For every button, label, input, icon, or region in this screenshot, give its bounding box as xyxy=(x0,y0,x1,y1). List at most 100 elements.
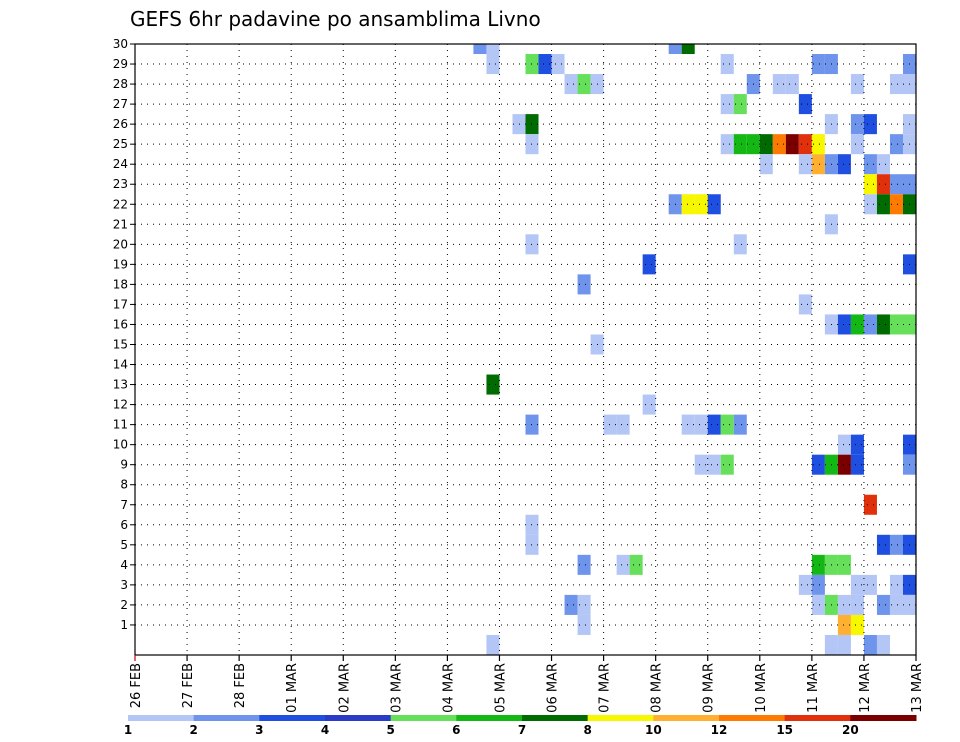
legend-label: 6 xyxy=(452,723,460,737)
y-tick-label: 23 xyxy=(113,177,128,191)
heatmap-cell xyxy=(863,314,877,335)
heatmap-cell xyxy=(850,314,864,335)
heatmap-cell xyxy=(733,234,747,255)
heatmap-cell xyxy=(772,74,786,95)
heatmap-cell xyxy=(564,594,578,615)
heatmap-cell xyxy=(837,634,851,655)
heatmap-cell xyxy=(811,574,825,595)
heatmap-cell xyxy=(759,134,773,155)
legend-swatch xyxy=(259,715,326,721)
y-tick-label: 30 xyxy=(113,37,128,51)
heatmap-cell xyxy=(850,114,864,135)
legend-label: 10 xyxy=(645,723,662,737)
heatmap-cell xyxy=(837,594,851,615)
heatmap-cell xyxy=(889,314,903,335)
heatmap-cell xyxy=(889,194,903,215)
heatmap-cells xyxy=(473,44,916,655)
x-tick-label: 27 FEB xyxy=(181,663,196,708)
heatmap-cell xyxy=(876,154,890,175)
y-tick-label: 26 xyxy=(113,117,128,131)
heatmap-cell xyxy=(863,494,877,515)
x-tick-label: 11 MAR xyxy=(806,663,821,713)
heatmap-cell xyxy=(538,54,552,75)
heatmap-cell xyxy=(837,614,851,635)
heatmap-cell xyxy=(759,154,773,175)
heatmap-cell xyxy=(564,74,578,95)
heatmap-cell xyxy=(785,134,799,155)
legend-swatch xyxy=(128,715,195,721)
heatmap-cell xyxy=(811,454,825,475)
y-tick-label: 28 xyxy=(113,77,128,91)
heatmap-cell xyxy=(876,174,890,195)
heatmap-cell xyxy=(577,274,591,295)
heatmap-cell xyxy=(798,574,812,595)
heatmap-cell xyxy=(681,414,695,435)
heatmap-cell xyxy=(551,54,565,75)
legend-swatch xyxy=(193,715,260,721)
heatmap-cell xyxy=(642,394,656,415)
y-tick-label: 21 xyxy=(113,217,128,231)
y-tick-label: 4 xyxy=(120,558,128,572)
x-tick-label: 07 MAR xyxy=(598,663,613,713)
heatmap-cell xyxy=(720,454,734,475)
legend-swatch xyxy=(850,715,917,721)
heatmap-cell xyxy=(798,134,812,155)
heatmap-cell xyxy=(811,54,825,75)
y-tick-label: 25 xyxy=(113,137,128,151)
heatmap-cell xyxy=(863,174,877,195)
heatmap-cell xyxy=(850,574,864,595)
x-tick-label: 06 MAR xyxy=(546,663,561,713)
heatmap-cell xyxy=(707,194,721,215)
legend-label: 7 xyxy=(518,723,526,737)
heatmap-cell xyxy=(733,134,747,155)
heatmap-cell xyxy=(694,454,708,475)
heatmap-cell xyxy=(720,414,734,435)
heatmap-cell xyxy=(603,414,617,435)
chart-title: GEFS 6hr padavine po ansamblima Livno xyxy=(130,7,541,31)
heatmap-cell xyxy=(473,44,487,55)
legend-label: 5 xyxy=(386,723,394,737)
y-tick-label: 16 xyxy=(113,317,128,331)
y-tick-label: 1 xyxy=(120,618,128,632)
heatmap-cell xyxy=(525,414,539,435)
heatmap-cell xyxy=(798,94,812,115)
x-tick-label: 03 MAR xyxy=(389,663,404,713)
heatmap-cell xyxy=(889,134,903,155)
heatmap-cell xyxy=(889,74,903,95)
y-tick-label: 6 xyxy=(120,518,128,532)
x-tick-label: 10 MAR xyxy=(754,663,769,713)
heatmap-cell xyxy=(733,94,747,115)
y-tick-label: 7 xyxy=(120,498,128,512)
heatmap-cell xyxy=(525,54,539,75)
heatmap-cell xyxy=(850,74,864,95)
y-tick-label: 29 xyxy=(113,57,128,71)
x-tick-label: 13 MAR xyxy=(910,663,925,713)
heatmap-cell xyxy=(889,174,903,195)
y-tick-label: 18 xyxy=(113,277,128,291)
heatmap-cell xyxy=(837,434,851,455)
heatmap-cell xyxy=(863,114,877,135)
legend-swatch xyxy=(784,715,851,721)
y-tick-label: 24 xyxy=(113,157,128,171)
heatmap-cell xyxy=(876,594,890,615)
legend-label: 12 xyxy=(711,723,728,737)
heatmap-cell xyxy=(837,154,851,175)
heatmap-cell xyxy=(798,154,812,175)
y-tick-label: 20 xyxy=(113,237,128,251)
heatmap-cell xyxy=(616,554,630,575)
heatmap-cell xyxy=(811,134,825,155)
legend-swatch xyxy=(390,715,457,721)
plot-frame xyxy=(134,43,917,656)
y-tick-label: 22 xyxy=(113,197,128,211)
heatmap-cell xyxy=(850,594,864,615)
heatmap-cell xyxy=(863,154,877,175)
heatmap-cell xyxy=(720,134,734,155)
y-axis: 1234567891011121314151617181920212223242… xyxy=(113,37,135,632)
heatmap-cell xyxy=(863,194,877,215)
heatmap-cell xyxy=(876,534,890,555)
heatmap-cell xyxy=(863,634,877,655)
heatmap-cell xyxy=(707,454,721,475)
legend-swatch xyxy=(522,715,589,721)
legend-label: 8 xyxy=(583,723,591,737)
heatmap-cell xyxy=(720,54,734,75)
